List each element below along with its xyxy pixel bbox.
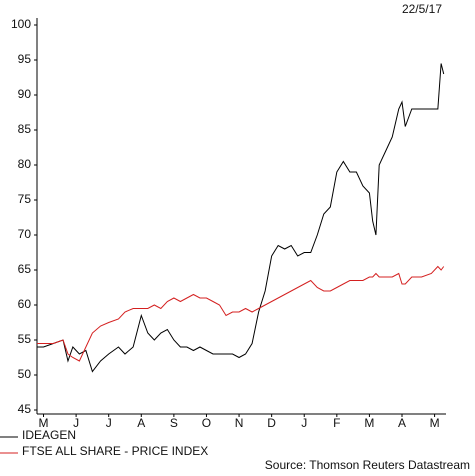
- x-tick-label: A: [398, 416, 406, 430]
- y-tick-label: 80: [18, 157, 32, 171]
- y-tick-label: 50: [18, 367, 32, 381]
- y-tick-label: 85: [18, 122, 32, 136]
- x-tick-label: M: [430, 416, 440, 430]
- y-tick-label: 70: [18, 227, 32, 241]
- legend-label: IDEAGEN: [22, 428, 76, 442]
- x-tick-label: J: [301, 416, 307, 430]
- y-tick-label: 60: [18, 297, 32, 311]
- series-line: [37, 63, 445, 373]
- x-tick-label: M: [364, 416, 374, 430]
- y-tick-label: 75: [18, 192, 32, 206]
- series-line: [37, 265, 445, 362]
- y-tick-label: 45: [18, 402, 32, 416]
- y-tick-label: 100: [11, 17, 31, 31]
- x-tick-label: S: [170, 416, 178, 430]
- y-tick-label: 65: [18, 262, 32, 276]
- x-tick-label: J: [73, 416, 79, 430]
- x-tick-label: F: [333, 416, 340, 430]
- x-tick-label: N: [235, 416, 244, 430]
- x-tick-label: A: [137, 416, 145, 430]
- x-tick-label: J: [106, 416, 112, 430]
- x-tick-label: M: [39, 416, 49, 430]
- y-tick-label: 90: [18, 87, 32, 101]
- x-tick-label: D: [267, 416, 276, 430]
- legend-label: FTSE ALL SHARE - PRICE INDEX: [22, 444, 208, 458]
- x-tick-label: O: [202, 416, 211, 430]
- source: Source: Thomson Reuters Datastream: [265, 458, 470, 472]
- y-tick-label: 95: [18, 52, 32, 66]
- y-tick-label: 55: [18, 332, 32, 346]
- chart-title: 22/5/17: [402, 2, 442, 16]
